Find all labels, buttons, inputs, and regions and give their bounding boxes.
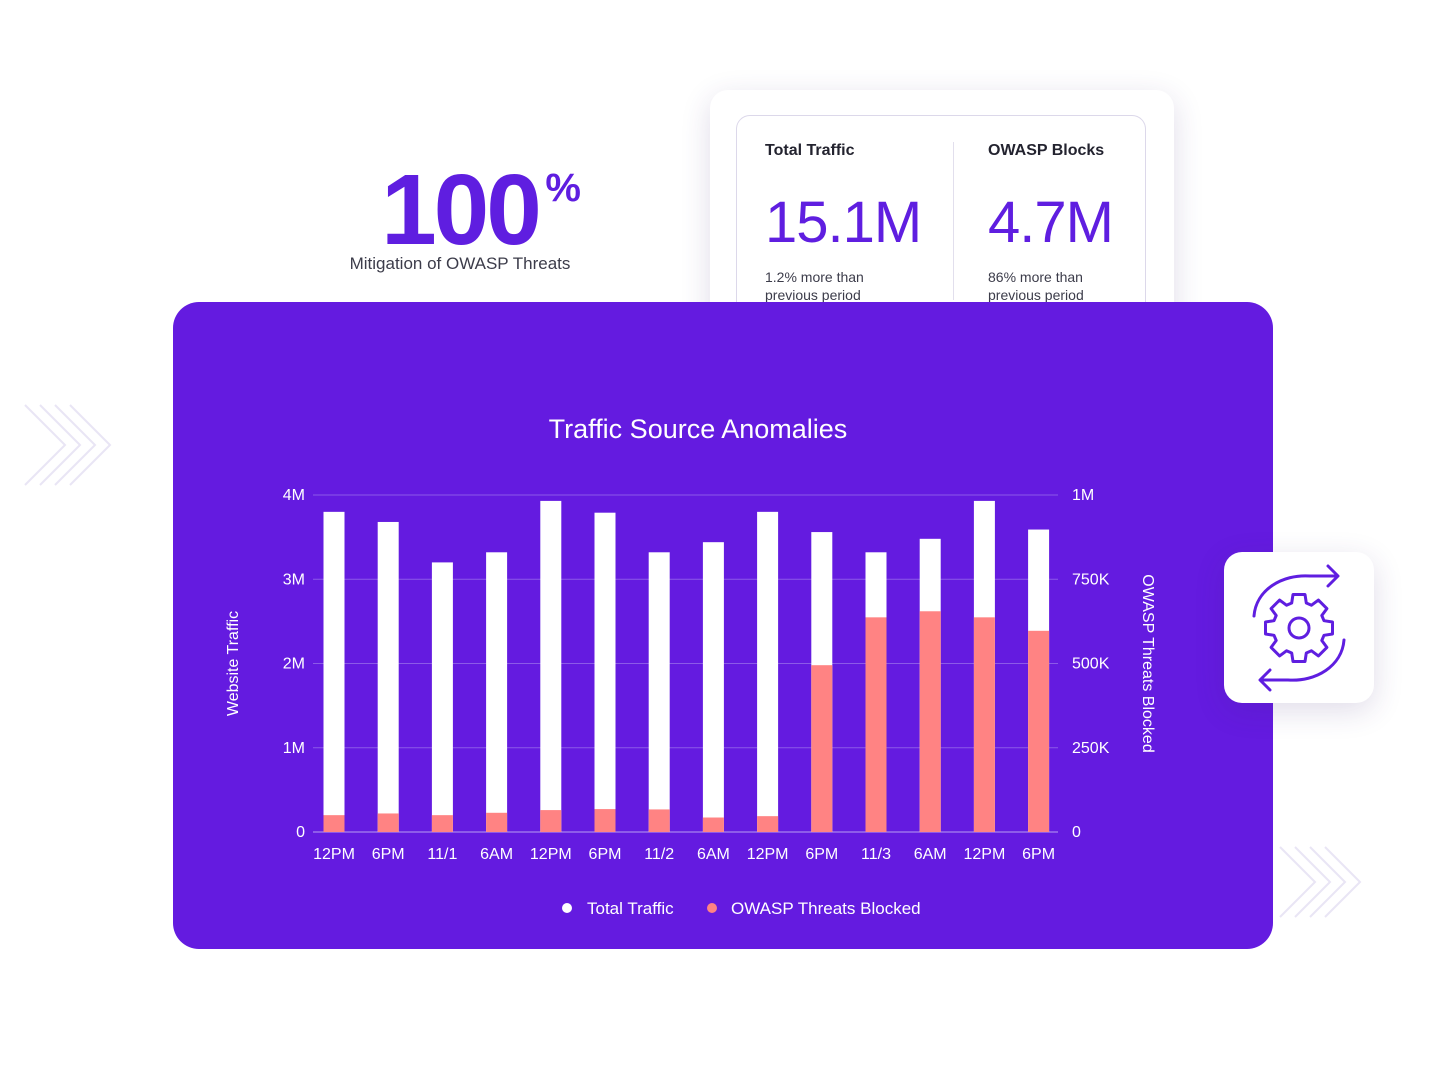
x-tick-label: 6AM (480, 846, 513, 863)
stat-label: OWASP Blocks (988, 142, 1105, 159)
x-tick-label: 6PM (372, 846, 405, 863)
x-tick-label: 12PM (747, 846, 789, 863)
legend-marker-total-traffic (562, 903, 572, 913)
threats-blocked-bar (486, 812, 508, 832)
x-tick-label: 6PM (589, 846, 622, 863)
threats-blocked-bar (323, 815, 345, 832)
y-axis-label: Website Traffic (225, 611, 242, 716)
gear-sync-card (1224, 552, 1374, 703)
y2-tick-label: 500K (1072, 656, 1110, 673)
x-tick-label: 6PM (805, 846, 838, 863)
y-tick-label: 1M (283, 740, 305, 757)
y2-tick-label: 0 (1072, 824, 1081, 841)
legend-marker-threats-blocked (707, 903, 717, 913)
total-traffic-bar (757, 511, 779, 832)
x-tick-label: 11/2 (644, 846, 674, 863)
x-tick-label: 12PM (530, 846, 572, 863)
stat-note: 1.2% more than previous period (765, 269, 864, 303)
y2-tick-label: 250K (1072, 740, 1110, 757)
legend-label-threats-blocked: OWASP Threats Blocked (731, 899, 921, 918)
threats-blocked-bar (1028, 630, 1050, 832)
total-traffic-bar (377, 521, 399, 832)
total-traffic-bar (486, 552, 508, 832)
threats-blocked-bar (919, 611, 941, 832)
y-tick-label: 0 (296, 824, 305, 841)
hero-caption: Mitigation of OWASP Threats (349, 254, 571, 273)
threats-blocked-bar (431, 815, 453, 832)
y-tick-label: 2M (283, 656, 305, 673)
y-tick-label: 3M (283, 571, 305, 588)
threats-blocked-bar (811, 665, 833, 832)
x-tick-label: 12PM (313, 846, 355, 863)
total-traffic-bar (540, 500, 562, 832)
threats-blocked-bar (757, 816, 779, 832)
x-tick-label: 6AM (914, 846, 947, 863)
threats-blocked-bar (648, 809, 670, 832)
threats-blocked-bar (702, 817, 724, 832)
chevrons-right-decoration (1279, 846, 1362, 918)
total-traffic-bar (648, 552, 670, 832)
traffic-chart: Traffic Source Anomalies 0 1M 2M 3M 4M 0 250K 50… (225, 414, 1156, 918)
legend-label-total-traffic: Total Traffic (587, 899, 674, 918)
hero-number: 100% (381, 160, 581, 260)
stat-label: Total Traffic (765, 142, 855, 159)
x-tick-label: 6PM (1022, 846, 1055, 863)
gear-sync-icon (1252, 564, 1346, 692)
total-traffic-bar (323, 511, 345, 832)
hero-number-value: 100 (381, 154, 542, 266)
total-traffic-bar (431, 562, 453, 832)
hero-metric: 100% Mitigation of OWASP Threats (330, 160, 590, 274)
y-tick-label: 4M (283, 487, 305, 504)
x-tick-label: 6AM (697, 846, 730, 863)
y2-axis-label: OWASP Threats Blocked (1139, 574, 1156, 752)
x-tick-label: 12PM (964, 846, 1006, 863)
threats-blocked-bar (377, 813, 399, 832)
stat-divider (953, 142, 954, 300)
stat-value: 4.7M (988, 190, 1114, 255)
hero-percent: % (545, 166, 581, 210)
stats-panel: Total Traffic 15.1M 1.2% more than previ… (736, 115, 1146, 323)
chart-title: Traffic Source Anomalies (549, 414, 848, 444)
x-tick-label: 11/1 (427, 846, 457, 863)
chevrons-left-decoration (24, 404, 112, 486)
threats-blocked-bar (540, 810, 562, 832)
threats-blocked-bar (594, 809, 616, 832)
threats-blocked-bar (865, 617, 887, 832)
x-tick-label: 11/3 (861, 846, 891, 863)
y2-tick-label: 1M (1072, 487, 1094, 504)
threats-blocked-bar (973, 617, 995, 832)
stat-note: 86% more than previous period (988, 269, 1084, 303)
total-traffic-bar (594, 512, 616, 832)
total-traffic-bar (702, 542, 724, 832)
y2-tick-label: 750K (1072, 571, 1110, 588)
stat-value: 15.1M (765, 190, 922, 255)
chart-card: Traffic Source Anomalies 0 1M 2M 3M 4M 0 250K 50… (173, 302, 1273, 949)
